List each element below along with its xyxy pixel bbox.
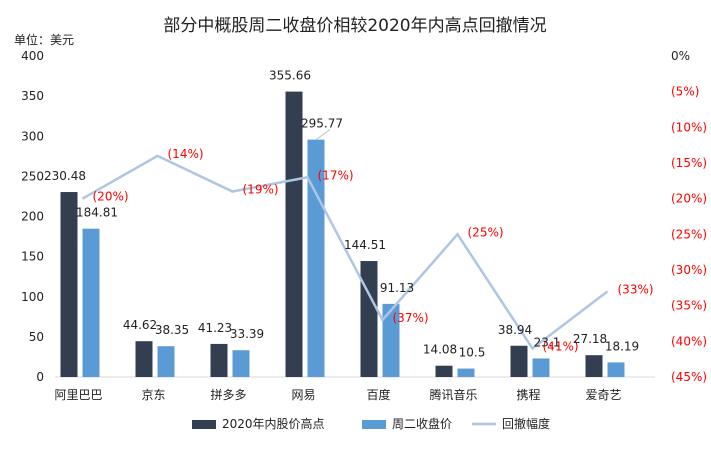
bar-close	[82, 228, 100, 377]
drawdown-label: (14%)	[168, 147, 204, 161]
left-tick-label: 350	[21, 89, 44, 103]
category-labels: 阿里巴巴 京东 拼多多 网易 百度 腾讯音乐 携程 爱奇艺	[54, 387, 621, 402]
left-tick-label: 50	[29, 330, 44, 344]
drawdown-line	[81, 154, 609, 351]
bar-close	[232, 350, 250, 377]
left-axis: 0 50 100 150 200 250 300 350 400	[21, 49, 44, 384]
category-label: 京东	[141, 388, 165, 402]
bar-high	[585, 355, 603, 377]
legend-swatch	[362, 420, 386, 429]
drawdown-label: (25%)	[468, 225, 504, 239]
left-tick-label: 250	[21, 169, 44, 183]
bar-close	[157, 346, 175, 377]
right-tick-label: (25%)	[671, 227, 707, 241]
bar-value-label: 91.13	[380, 281, 414, 295]
drawdown-label: (17%)	[318, 168, 354, 182]
right-tick-label: (15%)	[671, 156, 707, 170]
bar-high	[435, 365, 453, 377]
bar-value-label: 41.23	[198, 321, 232, 335]
bar-value-label: 33.39	[230, 327, 264, 341]
bar-value-label: 14.08	[423, 343, 457, 357]
right-tick-label: (45%)	[671, 370, 707, 384]
category-label: 携程	[516, 387, 540, 402]
bar-high	[510, 345, 528, 377]
category-label: 网易	[291, 388, 315, 402]
bar-value-label: 38.94	[498, 323, 532, 337]
chart-title: 部分中概股周二收盘价相较2020年内高点回撤情况	[163, 16, 546, 36]
bar-value-label: 355.66	[269, 69, 311, 83]
right-tick-label: 0%	[671, 49, 690, 63]
legend-label: 回撤幅度	[502, 416, 550, 431]
category-label: 爱奇艺	[585, 388, 621, 402]
right-tick-label: (30%)	[671, 263, 707, 277]
bar-high	[60, 192, 78, 377]
category-label: 百度	[366, 387, 390, 402]
bar-close	[457, 368, 475, 377]
bar-high	[285, 91, 303, 377]
left-tick-label: 300	[21, 129, 44, 143]
left-tick-label: 200	[21, 210, 44, 224]
right-tick-label: (35%)	[671, 299, 707, 313]
bar-value-label: 38.35	[155, 323, 189, 337]
drawdown-label: (19%)	[243, 183, 279, 197]
left-tick-label: 0	[36, 370, 44, 384]
drawdown-label: (33%)	[618, 282, 654, 296]
right-tick-label: (20%)	[671, 192, 707, 206]
left-tick-label: 150	[21, 250, 44, 264]
bar-close	[382, 303, 400, 377]
bar-value-label: 184.81	[76, 206, 118, 220]
line-series-group: (20%) (14%) (19%) (17%) (37%) (25%) (41%) (33%)	[81, 147, 654, 353]
data-labels-group: 230.48 44.62 41.23 355.66 144.51 14.08 38.94 27…	[44, 69, 639, 360]
category-label: 阿里巴巴	[54, 388, 102, 402]
label-leader-line	[315, 129, 331, 141]
left-tick-label: 100	[21, 290, 44, 304]
drawdown-label: (41%)	[543, 339, 579, 353]
bar-value-label: 10.5	[459, 346, 486, 360]
unit-label: 单位：美元	[14, 32, 74, 47]
bar-value-label: 27.18	[573, 332, 607, 346]
legend-label: 2020年内股价高点	[222, 416, 325, 431]
bar-high	[360, 261, 378, 377]
right-tick-label: (40%)	[671, 334, 707, 348]
left-tick-label: 400	[21, 49, 44, 63]
drawdown-label: (20%)	[93, 190, 129, 204]
right-axis: 0% (5%) (10%) (15%) (20%) (25%) (30%) (35%) (40%…	[671, 49, 707, 384]
bar-value-label: 295.77	[301, 117, 343, 131]
bar-value-label: 18.19	[605, 339, 639, 353]
legend-swatch	[192, 420, 216, 429]
bar-high	[210, 343, 228, 377]
bar-close	[607, 362, 625, 377]
bars-group	[60, 91, 625, 377]
category-label: 拼多多	[210, 388, 246, 402]
bar-value-label: 144.51	[344, 238, 386, 252]
right-tick-label: (10%)	[671, 120, 707, 134]
bar-close	[532, 358, 550, 377]
category-label: 腾讯音乐	[429, 387, 477, 402]
bar-value-label: 44.62	[123, 318, 157, 332]
drawdown-label: (37%)	[393, 311, 429, 325]
bar-value-label: 23.1	[534, 335, 561, 349]
bar-value-label: 230.48	[44, 169, 86, 183]
right-tick-label: (5%)	[671, 85, 699, 99]
legend: 2020年内股价高点 周二收盘价 回撤幅度	[192, 416, 550, 431]
bar-high	[135, 341, 153, 377]
legend-label: 周二收盘价	[392, 416, 452, 431]
